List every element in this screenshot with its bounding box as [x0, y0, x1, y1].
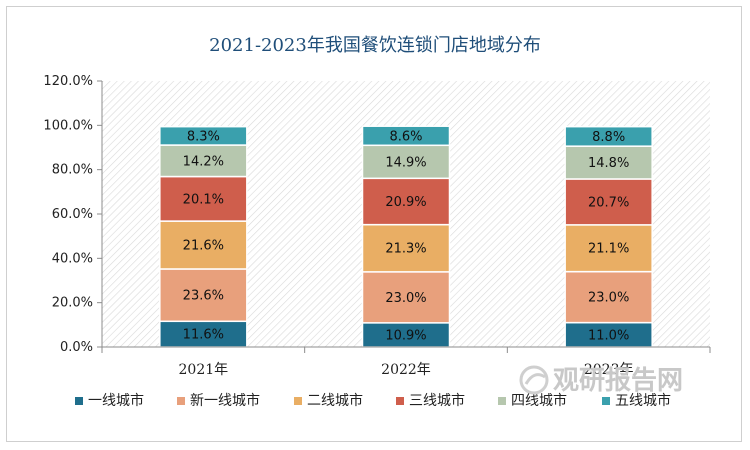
- bar-segment: [564, 224, 653, 273]
- bar-segment: [159, 268, 248, 323]
- y-tick-label: 80.0%: [52, 163, 93, 178]
- bar-segment: [361, 322, 451, 348]
- bar-segment: [159, 144, 248, 178]
- data-label: 21.6%: [183, 239, 224, 254]
- legend-label: 新一线城市: [190, 392, 260, 409]
- bar-segment: [159, 175, 248, 222]
- data-label: 23.0%: [588, 291, 629, 306]
- bar-segment: [361, 271, 451, 324]
- x-category-label: 2022年: [381, 362, 431, 378]
- x-axis: 2021年 2022年 2023年: [101, 346, 711, 378]
- data-label: 20.9%: [385, 195, 426, 210]
- y-tick-label: 120.0%: [43, 74, 93, 89]
- data-label: 8.6%: [389, 129, 422, 144]
- bar-segment: [361, 144, 451, 180]
- data-label: 14.9%: [385, 155, 426, 170]
- data-label: 11.0%: [588, 328, 629, 343]
- data-label: 11.6%: [183, 328, 224, 343]
- legend-label: 三线城市: [409, 392, 465, 409]
- data-label: 23.6%: [183, 289, 224, 304]
- bar-segment: [564, 145, 653, 180]
- data-label: 21.3%: [385, 242, 426, 257]
- legend-label: 四线城市: [511, 392, 567, 409]
- legend-swatch: [294, 397, 302, 405]
- bar-segment: [159, 320, 248, 348]
- chart-frame: 2021-2023年我国餐饮连锁门店地域分布 0.0% 20.0% 40.0% 60.…: [6, 6, 742, 442]
- data-label: 8.8%: [592, 130, 625, 145]
- x-category-label: 2023年: [584, 362, 634, 378]
- data-label: 14.2%: [183, 154, 224, 169]
- watermark-text: 观研报告网: [553, 365, 683, 396]
- bar-segment: [564, 270, 653, 324]
- watermark-logo-icon: [519, 365, 549, 395]
- watermark-logo-swoosh: [524, 373, 546, 385]
- legend-swatch: [177, 397, 185, 405]
- legend-swatch: [396, 397, 404, 405]
- bar-segment: [564, 178, 653, 226]
- y-tick-label: 100.0%: [43, 118, 93, 133]
- bar-segment: [564, 125, 653, 147]
- data-label: 14.8%: [588, 156, 629, 171]
- bar-segment: [361, 125, 451, 147]
- bar-segment: [159, 220, 248, 270]
- legend-label: 五线城市: [615, 392, 671, 409]
- bar-segment: [361, 223, 451, 273]
- legend-swatch: [75, 397, 83, 405]
- data-label: 23.0%: [385, 291, 426, 306]
- legend-label: 二线城市: [307, 392, 363, 409]
- watermark: 观研报告网: [519, 365, 683, 396]
- legend-swatch: [602, 397, 610, 405]
- bar-segment: [361, 177, 451, 226]
- legend-label: 一线城市: [88, 392, 144, 409]
- y-axis: 0.0% 20.0% 40.0% 60.0% 80.0% 100.0% 120.0%: [43, 74, 103, 355]
- data-label: 20.1%: [183, 192, 224, 207]
- chart-title: 2021-2023年我国餐饮连锁门店地域分布: [209, 35, 541, 56]
- x-category-label: 2021年: [179, 362, 229, 378]
- legend: 一线城市 新一线城市 二线城市 三线城市 四线城市 五线城市: [75, 392, 671, 409]
- y-tick-label: 40.0%: [52, 251, 93, 266]
- data-label: 20.7%: [588, 195, 629, 210]
- y-tick-label: 60.0%: [52, 207, 93, 222]
- bars: 11.6% 23.6% 21.6% 20.1% 14.2% 8.3% 10.9% 23.0% 2…: [159, 125, 653, 348]
- data-label: 21.1%: [588, 242, 629, 257]
- stacked-bar-chart: 2021-2023年我国餐饮连锁门店地域分布 0.0% 20.0% 40.0% 60.…: [43, 35, 711, 409]
- bar-segment: [159, 125, 248, 146]
- y-tick-label: 20.0%: [52, 296, 93, 311]
- data-label: 10.9%: [385, 328, 426, 343]
- legend-swatch: [498, 397, 506, 405]
- data-label: 8.3%: [187, 129, 220, 144]
- y-tick-label: 0.0%: [60, 340, 93, 355]
